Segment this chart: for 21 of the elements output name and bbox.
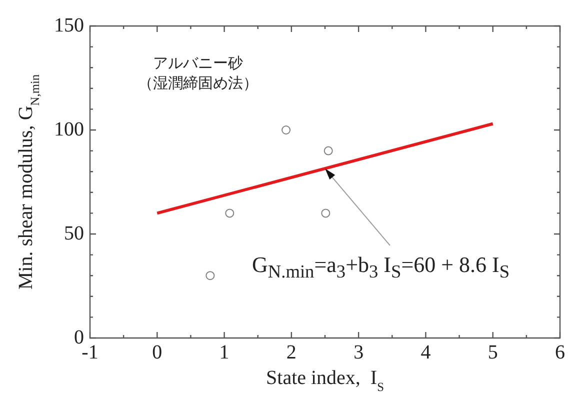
y-tick-label: 50 [64, 222, 84, 244]
y-tick-label: 150 [54, 14, 84, 36]
x-tick-label: 2 [286, 341, 296, 364]
text: G$_{N.min}$=a$_{3}$+b$_{3}$ I$_{S}$=60 + 8.6 I$_{S}$ [252, 252, 510, 282]
point [282, 126, 291, 134]
point [324, 146, 333, 156]
annotation: （湿潤締固め法） [138, 74, 258, 92]
point [225, 208, 234, 218]
x-tick-label: 6 [555, 341, 565, 364]
y-tick-label: 100 [54, 118, 84, 140]
point [321, 208, 330, 218]
x-tick-label: 3 [354, 341, 364, 364]
x-tick-label: -1 [82, 341, 98, 364]
y-tick-label: 0 [74, 326, 84, 348]
x-tick-label: 5 [488, 341, 498, 364]
x-tick-label: 0 [152, 341, 162, 364]
x-tick-label: 4 [420, 341, 431, 364]
annotation: アルバニー砂 [153, 54, 243, 72]
point [206, 271, 215, 280]
y-axis-title: Min. shear modulus, GN,min [15, 74, 42, 290]
x-tick-label: 1 [219, 341, 230, 364]
